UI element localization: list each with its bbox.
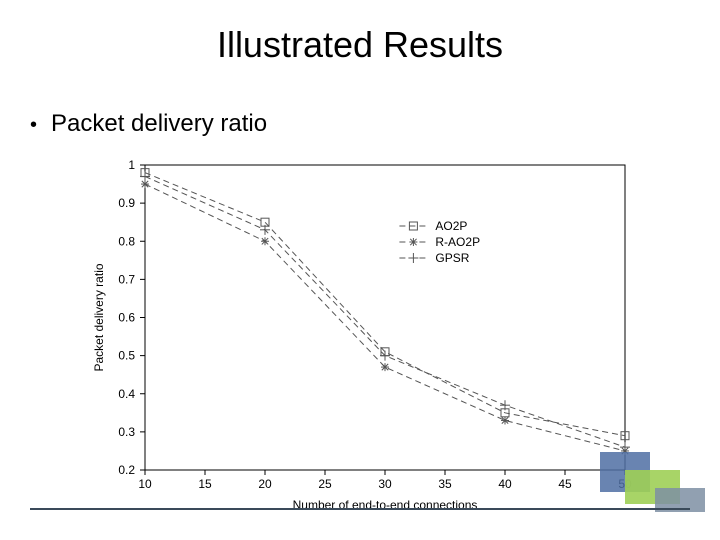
bullet-text: Packet delivery ratio	[51, 110, 267, 137]
svg-text:0.5: 0.5	[118, 349, 135, 363]
footer-divider	[30, 508, 690, 510]
svg-text:1: 1	[128, 158, 135, 172]
page-title: Illustrated Results	[0, 24, 720, 66]
svg-text:GPSR: GPSR	[435, 251, 469, 265]
svg-text:0.7: 0.7	[118, 272, 135, 286]
svg-text:0.3: 0.3	[118, 425, 135, 439]
svg-text:25: 25	[318, 477, 332, 491]
svg-text:Packet delivery ratio: Packet delivery ratio	[92, 263, 106, 371]
svg-text:35: 35	[438, 477, 452, 491]
svg-text:0.9: 0.9	[118, 196, 135, 210]
svg-text:10: 10	[138, 477, 152, 491]
svg-text:R-AO2P: R-AO2P	[435, 235, 480, 249]
svg-text:0.8: 0.8	[118, 234, 135, 248]
svg-text:30: 30	[378, 477, 392, 491]
svg-text:0.4: 0.4	[118, 387, 135, 401]
svg-text:20: 20	[258, 477, 272, 491]
svg-text:40: 40	[498, 477, 512, 491]
svg-text:0.2: 0.2	[118, 463, 135, 477]
slide-decoration	[550, 452, 710, 522]
svg-text:0.6: 0.6	[118, 311, 135, 325]
bullet-item: • Packet delivery ratio	[30, 110, 267, 138]
bullet-dot: •	[30, 113, 37, 137]
svg-text:15: 15	[198, 477, 212, 491]
svg-text:AO2P: AO2P	[435, 219, 467, 233]
